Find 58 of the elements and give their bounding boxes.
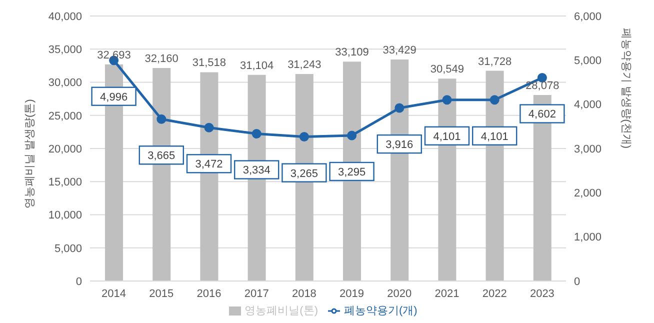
data-label: 3,665 [148,150,176,162]
data-label: 31,104 [240,60,274,72]
x-tick-label: 2018 [292,288,316,300]
y2-tick-label: 2,000 [574,188,602,200]
data-label: 3,265 [290,168,318,180]
data-label: 3,916 [386,139,414,152]
point [490,95,500,105]
y2-tick-label: 1,000 [574,232,602,244]
y2-tick-label: 5,000 [574,55,602,68]
x-tick-label: 2015 [149,288,174,300]
point [394,103,404,113]
data-label: 30,549 [430,64,464,76]
data-label: 32,693 [97,49,131,62]
y-tick-label: 10,000 [48,210,82,222]
point [252,129,262,138]
data-label: 31,243 [288,59,322,72]
data-label: 4,101 [480,130,508,143]
point [442,95,452,105]
y-tick-label: 40,000 [48,10,82,23]
y-tick-label: 35,000 [48,44,82,56]
point [204,122,214,132]
data-label: 4,602 [528,108,556,121]
y-axis-title: 영농폐비닐 발생량(톤) [24,99,36,208]
data-label: 4,101 [433,130,461,143]
y-tick-label: 15,000 [48,176,82,189]
x-tick-label: 2014 [102,288,126,300]
legend-label: 영농폐비닐(톤) [244,305,318,317]
y2-tick-label: 0 [574,276,580,288]
y-tick-label: 20,000 [48,143,82,156]
y2-tick-label: 4,000 [574,99,602,112]
x-tick-label: 2017 [244,288,269,300]
point [299,132,309,142]
legend-label: 폐농약용기(개) [344,305,418,317]
x-tick-label: 2021 [434,288,460,300]
data-label: 3,334 [242,164,270,177]
data-label: 32,160 [144,52,178,65]
y2-tick-label: 3,000 [574,143,602,156]
point [156,114,166,124]
data-label: 28,078 [526,80,560,92]
y-tick-label: 5,000 [54,242,82,255]
x-tick-label: 2016 [196,288,222,300]
y-tick-label: 25,000 [48,110,82,122]
data-label: 31,728 [478,56,512,68]
data-label: 4,996 [100,91,128,104]
data-label: 31,518 [192,57,226,70]
y2-axis-title: 폐농약용기 발생량(천개) [620,28,632,148]
data-label: 3,295 [338,166,366,178]
data-label: 33,429 [382,44,416,57]
y-tick-label: 30,000 [48,77,82,90]
x-tick-label: 2020 [387,288,412,300]
point [347,130,357,140]
data-label: 3,472 [195,158,223,171]
x-tick-label: 2022 [482,288,507,300]
y2-tick-label: 6,000 [574,10,602,23]
data-label: 33,109 [335,46,369,59]
x-tick-label: 2023 [530,288,554,300]
y-tick-label: 0 [76,276,82,288]
x-tick-label: 2019 [340,288,364,300]
